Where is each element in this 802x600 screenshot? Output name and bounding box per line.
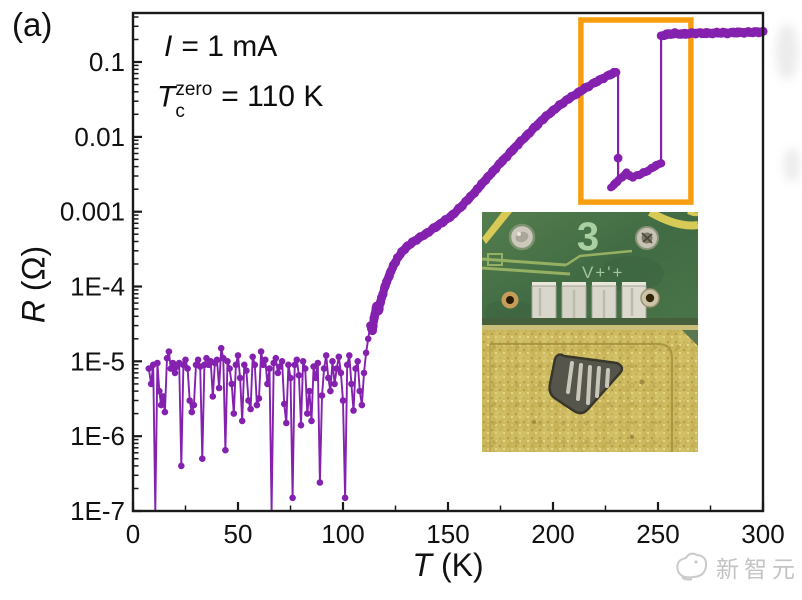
sample-crystal xyxy=(548,353,624,415)
x-axis-units: (K) xyxy=(440,547,484,583)
pcb-trace-yellow xyxy=(648,212,698,230)
y-tick-label: 0.01 xyxy=(74,122,125,152)
silkscreen-text: V+'+ xyxy=(582,263,624,282)
y-tick-label: 0.1 xyxy=(89,47,125,77)
tc-subscript: c xyxy=(175,101,185,122)
gold-pad-outline xyxy=(490,343,673,452)
panel-label: (a) xyxy=(12,6,53,43)
x-tick-label: 100 xyxy=(321,519,364,549)
pad-shadow xyxy=(482,318,698,325)
pcb-trace-green xyxy=(565,249,633,267)
pcb-trace-yellow xyxy=(482,212,512,244)
x-tick-label: 50 xyxy=(224,519,253,549)
transition_rise xyxy=(366,67,621,336)
x-tick-label: 150 xyxy=(426,519,469,549)
watermark: 新智元 xyxy=(672,550,800,584)
current-value: = 1 mA xyxy=(181,30,278,63)
watermark-text: 新智元 xyxy=(716,556,800,582)
y-tick-label: 1E-6 xyxy=(70,421,125,451)
x-tick-label: 200 xyxy=(531,519,574,549)
y-tick-label: 1E-7 xyxy=(70,496,125,526)
tc-superscript: zero xyxy=(175,79,213,100)
via-hole-left xyxy=(501,291,519,309)
axis-ticks xyxy=(131,16,765,513)
x-tick-label: 300 xyxy=(741,519,784,549)
pcb-trace-green xyxy=(482,257,567,267)
y-axis-units: (Ω) xyxy=(15,245,52,292)
x-tick-label: 250 xyxy=(636,519,679,549)
pcb-trace-green xyxy=(482,266,571,276)
screw-hole-right xyxy=(635,226,659,250)
watermark-ghost-smudge xyxy=(776,24,798,80)
y-tick-label: 1E-4 xyxy=(70,272,125,302)
screw-hole-left xyxy=(508,223,536,251)
solder-pads xyxy=(531,282,647,325)
x-tick-label: 0 xyxy=(126,519,140,549)
low_resistance_plateau xyxy=(607,159,666,192)
watermark-logo-icon xyxy=(676,552,708,581)
highlight-box xyxy=(578,17,694,205)
y-axis-symbol: R xyxy=(15,300,52,324)
sample-electrode-stripes xyxy=(566,361,610,405)
pcb-trace-yellow xyxy=(687,212,698,217)
annotation-current: I = 1 mA xyxy=(164,30,277,64)
y-tick-label: 1E-5 xyxy=(70,346,125,376)
pcb-photo: 3 V+'+ xyxy=(482,212,698,452)
normal_state_plateau xyxy=(656,26,768,41)
resistance_drop_231K-marker xyxy=(613,153,623,163)
gold-pit xyxy=(629,434,635,440)
tc-value: = 110 K xyxy=(221,80,324,114)
tc-symbol: T xyxy=(157,80,176,114)
sample-photo-inset: 3 V+'+ xyxy=(482,212,698,452)
pcb-trace-green xyxy=(487,253,503,266)
y-tick-label: 0.001 xyxy=(60,197,125,227)
via-hole-right xyxy=(640,288,660,308)
x-axis-symbol: T xyxy=(412,547,432,583)
watermark-ghost-smudge xyxy=(784,148,800,182)
current-symbol: I xyxy=(164,30,173,63)
superconducting_noise_floor-markers xyxy=(145,322,374,502)
y-axis-title: R (Ω) xyxy=(16,211,53,359)
axis-tick-labels: 0.1 0.01 0.001 1E-4 1E-5 1E-6 1E-70 50 100 150 200… xyxy=(60,47,785,549)
gold-edge xyxy=(482,325,698,333)
pcb-corner-sliver xyxy=(682,330,698,346)
board-number-text: 3 xyxy=(577,215,599,259)
gold-pit xyxy=(639,379,645,385)
tc-sub-sup: zero c xyxy=(175,80,212,121)
gold-pit xyxy=(532,420,536,424)
x-axis-title: T (K) xyxy=(388,547,508,584)
